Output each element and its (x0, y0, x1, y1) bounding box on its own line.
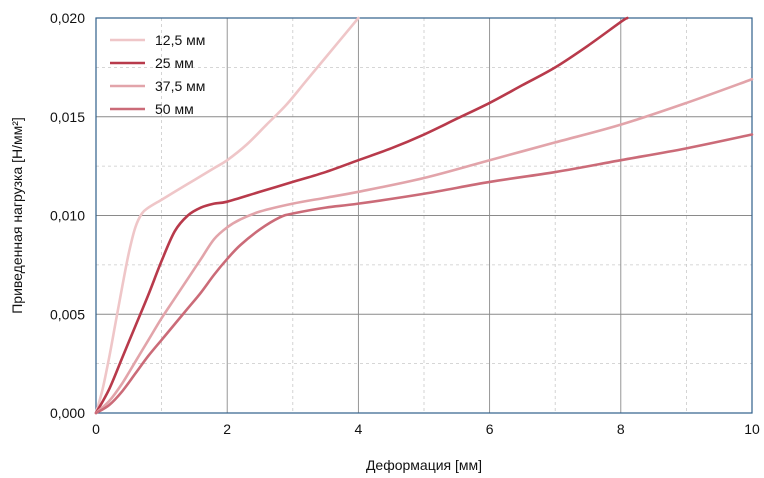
x-axis-label: Деформация [мм] (366, 457, 482, 473)
y-axis-label: Приведенная нагрузка [Н/мм²] (9, 117, 25, 314)
y-tick-label: 0,005 (50, 306, 85, 322)
series-line-1 (94, 16, 360, 415)
series-line-3 (94, 77, 754, 415)
legend-label: 37,5 мм (155, 78, 205, 94)
y-tick-label: 0,020 (50, 10, 85, 26)
x-tick-label: 2 (223, 421, 231, 437)
plot-frame (95, 17, 753, 414)
y-tick-label: 0,000 (50, 405, 85, 421)
x-tick-label: 0 (92, 421, 100, 437)
x-tick-label: 4 (355, 421, 363, 437)
grid (96, 18, 752, 413)
x-tick-label: 10 (744, 421, 760, 437)
legend-label: 12,5 мм (155, 32, 205, 48)
series-line-4 (94, 133, 754, 415)
series-line-2 (94, 16, 629, 415)
legend-label: 25 мм (155, 55, 194, 71)
x-tick-labels: 0 2 4 6 8 10 (92, 421, 760, 437)
legend: 12,5 мм 25 мм 37,5 мм 50 мм (110, 32, 205, 117)
x-tick-label: 6 (486, 421, 494, 437)
series-lines (94, 16, 754, 415)
x-tick-label: 8 (617, 421, 625, 437)
y-tick-label: 0,010 (50, 208, 85, 224)
legend-label: 50 мм (155, 101, 194, 117)
y-tick-labels: 0,000 0,005 0,010 0,015 0,020 (50, 10, 85, 421)
y-tick-label: 0,015 (50, 109, 85, 125)
